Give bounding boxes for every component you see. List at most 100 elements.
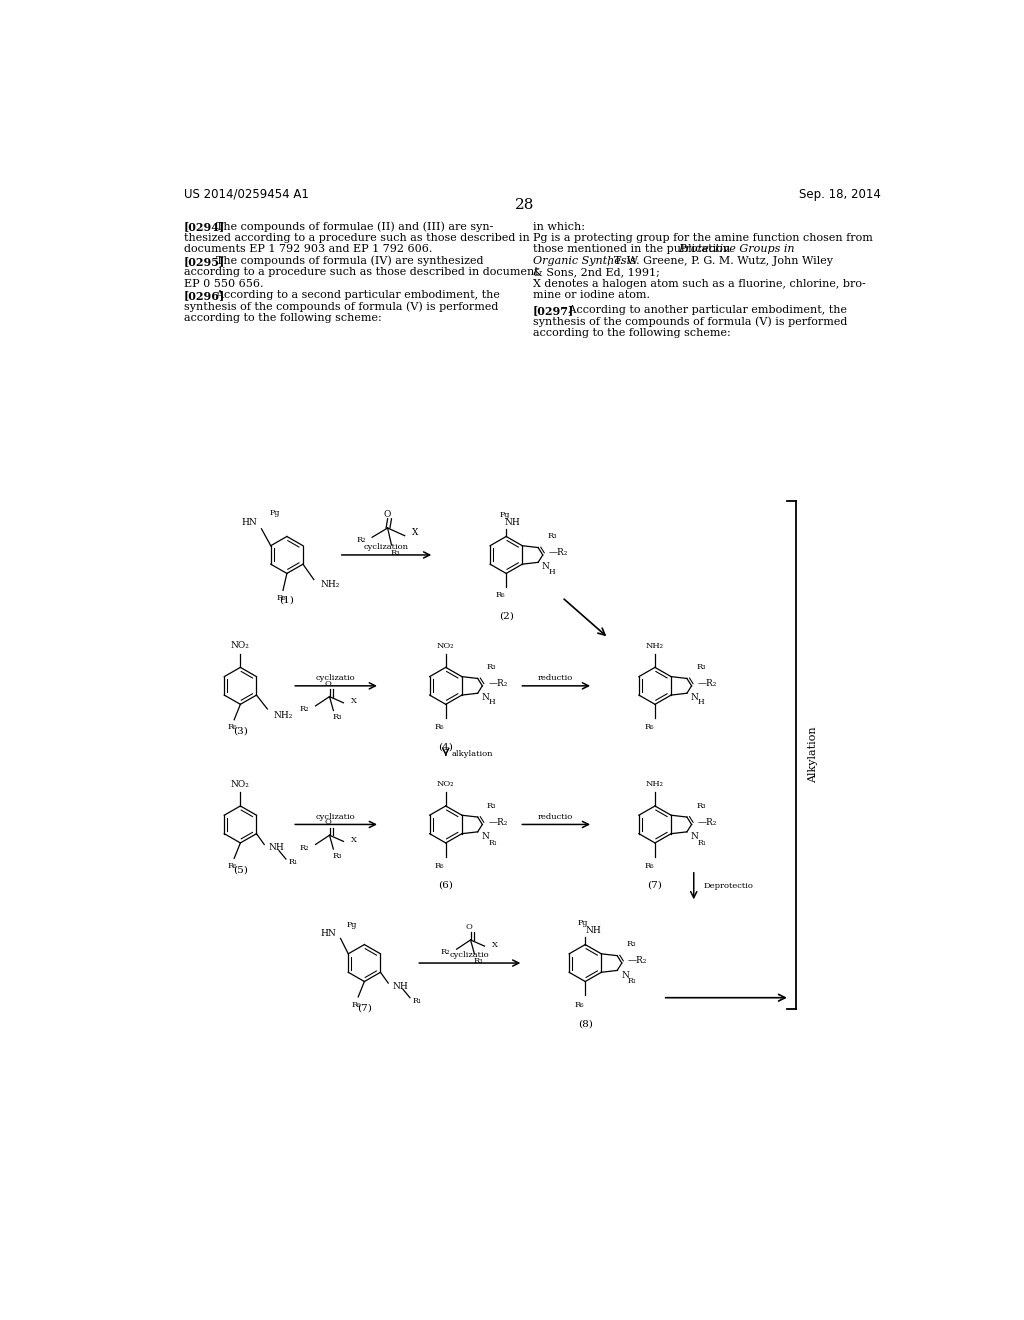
Text: R₃: R₃ [390, 549, 400, 557]
Text: NO₂: NO₂ [437, 642, 455, 649]
Text: reductio: reductio [539, 813, 573, 821]
Text: HN: HN [321, 929, 336, 939]
Text: R₂: R₂ [300, 705, 309, 713]
Text: X: X [493, 941, 499, 949]
Text: NO₂: NO₂ [437, 780, 455, 788]
Text: N: N [691, 832, 698, 841]
Text: cyclizatio: cyclizatio [315, 813, 355, 821]
Text: HN: HN [241, 519, 257, 527]
Text: N: N [481, 693, 489, 702]
Text: thesized according to a procedure such as those described in: thesized according to a procedure such a… [183, 232, 529, 243]
Text: (8): (8) [578, 1019, 593, 1028]
Text: Pg: Pg [578, 919, 588, 927]
Text: R₆: R₆ [228, 723, 238, 731]
Text: X: X [351, 697, 357, 705]
Text: Organic Synthesis: Organic Synthesis [532, 256, 636, 265]
Text: R₁: R₁ [289, 858, 298, 866]
Text: (1): (1) [280, 595, 294, 605]
Text: Pg: Pg [347, 920, 357, 928]
Text: —R₂: —R₂ [488, 678, 508, 688]
Text: R₂: R₂ [441, 948, 451, 956]
Text: & Sons, 2nd Ed, 1991;: & Sons, 2nd Ed, 1991; [532, 267, 659, 277]
Text: [0296]: [0296] [183, 290, 225, 301]
Text: R₃: R₃ [487, 663, 497, 671]
Text: [0297]: [0297] [532, 305, 573, 315]
Text: 28: 28 [515, 198, 535, 213]
Text: O: O [466, 923, 472, 931]
Text: —R₂: —R₂ [697, 817, 717, 826]
Text: R₃: R₃ [487, 801, 497, 809]
Text: R₃: R₃ [473, 957, 483, 965]
Text: O: O [325, 818, 332, 826]
Text: NO₂: NO₂ [231, 780, 250, 789]
Text: R₃: R₃ [627, 940, 636, 948]
Text: Alkylation: Alkylation [808, 727, 818, 784]
Text: , T. W. Greene, P. G. M. Wutz, John Wiley: , T. W. Greene, P. G. M. Wutz, John Wile… [607, 256, 833, 265]
Text: (2): (2) [499, 611, 514, 620]
Text: N: N [542, 562, 550, 572]
Text: The compounds of formulae (II) and (III) are syn-: The compounds of formulae (II) and (III)… [209, 222, 494, 232]
Text: R₆: R₆ [228, 862, 238, 870]
Text: R₆: R₆ [574, 1001, 584, 1008]
Text: Sep. 18, 2014: Sep. 18, 2014 [800, 187, 882, 201]
Text: H: H [549, 568, 556, 576]
Text: cyclizatio: cyclizatio [450, 952, 489, 960]
Text: NH: NH [269, 843, 285, 851]
Text: NH: NH [505, 519, 520, 527]
Text: according to the following scheme:: according to the following scheme: [183, 313, 382, 322]
Text: NH₂: NH₂ [321, 579, 339, 589]
Text: According to another particular embodiment, the: According to another particular embodime… [558, 305, 847, 314]
Text: US 2014/0259454 A1: US 2014/0259454 A1 [183, 187, 308, 201]
Text: R₁: R₁ [628, 977, 637, 985]
Text: EP 0 550 656.: EP 0 550 656. [183, 279, 263, 289]
Text: cyclization: cyclization [364, 544, 409, 552]
Text: —R₂: —R₂ [697, 678, 717, 688]
Text: R₃: R₃ [333, 713, 342, 722]
Text: alkylation: alkylation [452, 750, 494, 758]
Text: in which:: in which: [532, 222, 585, 231]
Text: NH: NH [393, 982, 409, 990]
Text: documents EP 1 792 903 and EP 1 792 606.: documents EP 1 792 903 and EP 1 792 606. [183, 244, 432, 255]
Text: H: H [488, 698, 496, 706]
Text: synthesis of the compounds of formula (V) is performed: synthesis of the compounds of formula (V… [532, 315, 847, 326]
Text: H: H [697, 698, 705, 706]
Text: R₃: R₃ [333, 851, 342, 861]
Text: Pg: Pg [500, 511, 510, 519]
Text: (3): (3) [232, 727, 248, 735]
Text: —R₂: —R₂ [549, 548, 568, 557]
Text: Pg: Pg [269, 510, 280, 517]
Text: N: N [481, 832, 489, 841]
Text: R₆: R₆ [352, 1001, 361, 1008]
Text: X denotes a halogen atom such as a fluorine, chlorine, bro-: X denotes a halogen atom such as a fluor… [532, 279, 865, 289]
Text: R₆: R₆ [435, 862, 444, 870]
Text: (7): (7) [647, 880, 663, 890]
Text: R₂: R₂ [300, 843, 309, 851]
Text: R₆: R₆ [276, 594, 286, 602]
Text: according to the following scheme:: according to the following scheme: [532, 327, 730, 338]
Text: R₃: R₃ [696, 663, 706, 671]
Text: —R₂: —R₂ [488, 817, 508, 826]
Text: Pg is a protecting group for the amine function chosen from: Pg is a protecting group for the amine f… [532, 232, 872, 243]
Text: (6): (6) [438, 880, 454, 890]
Text: R₂: R₂ [356, 536, 366, 544]
Text: X: X [351, 836, 357, 843]
Text: Protective Groups in: Protective Groups in [679, 244, 796, 255]
Text: X: X [413, 528, 419, 537]
Text: reductio: reductio [539, 675, 573, 682]
Text: R₁: R₁ [697, 838, 707, 846]
Text: mine or iodine atom.: mine or iodine atom. [532, 290, 649, 300]
Text: The compounds of formula (IV) are synthesized: The compounds of formula (IV) are synthe… [209, 256, 484, 267]
Text: —R₂: —R₂ [628, 956, 647, 965]
Text: NH₂: NH₂ [646, 642, 664, 649]
Text: R₁: R₁ [488, 838, 498, 846]
Text: According to a second particular embodiment, the: According to a second particular embodim… [209, 290, 501, 300]
Text: O: O [325, 680, 332, 688]
Text: NH₂: NH₂ [273, 710, 293, 719]
Text: (5): (5) [232, 866, 248, 874]
Text: [0295]: [0295] [183, 256, 225, 267]
Text: N: N [621, 970, 629, 979]
Text: (4): (4) [438, 742, 454, 751]
Text: R₆: R₆ [644, 723, 653, 731]
Text: R₆: R₆ [435, 723, 444, 731]
Text: NH₂: NH₂ [646, 780, 664, 788]
